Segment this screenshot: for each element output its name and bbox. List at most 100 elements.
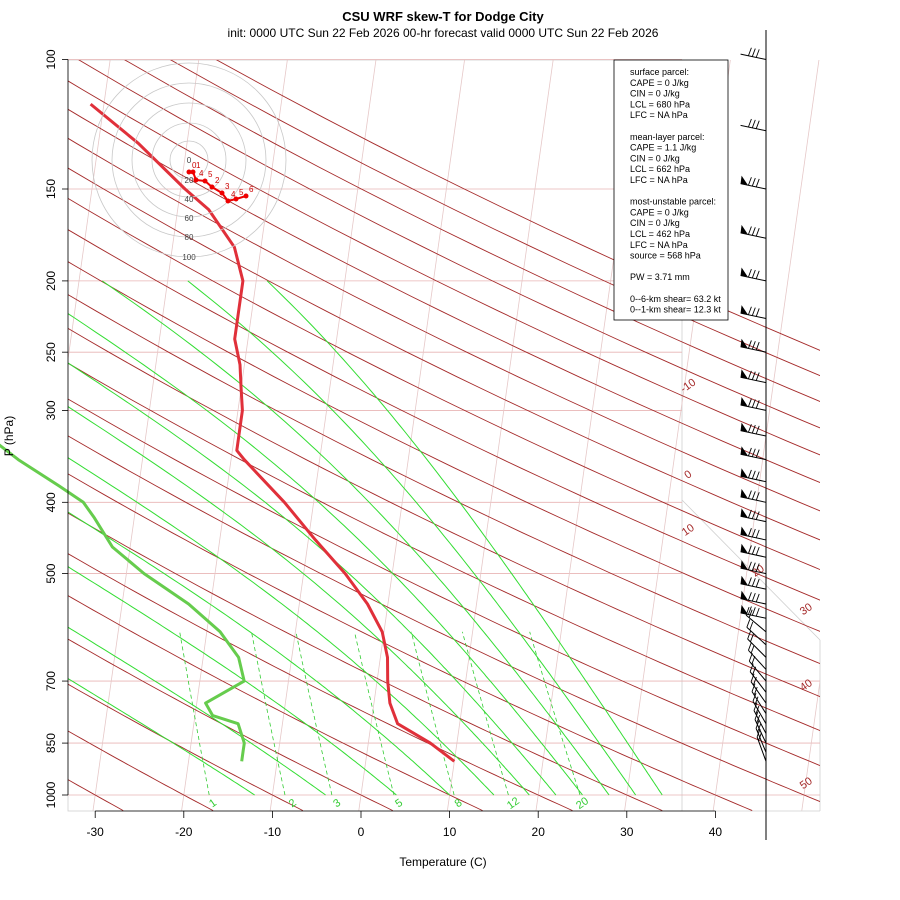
- dry-adiabat: [68, 294, 820, 665]
- barb-pennant: [740, 468, 748, 478]
- barb-feather: [755, 228, 760, 237]
- dry-adiabat: [68, 473, 753, 811]
- barb-feather: [747, 118, 752, 128]
- barb-shaft: [756, 736, 767, 762]
- dry-adiabat: [68, 108, 820, 484]
- barb-shaft: [751, 691, 767, 714]
- moist-adiabat: [68, 406, 530, 796]
- moist-adiabat: [68, 362, 557, 796]
- barb-feather: [751, 607, 756, 616]
- barb-feather: [747, 469, 752, 479]
- hodograph-point: [233, 196, 239, 202]
- isotherms: [68, 60, 820, 811]
- mixing-ratio-label: 5: [393, 797, 405, 810]
- hodograph-ring: [91, 62, 287, 258]
- legend-line: LFC = NA hPa: [630, 240, 688, 250]
- barb-feather: [746, 619, 751, 628]
- isotherm-label: 30: [798, 601, 815, 618]
- legend-line: CAPE = 0 J/kg: [630, 207, 689, 217]
- hodograph-point-label: 1: [196, 161, 201, 170]
- legend-line: LFC = NA hPa: [630, 175, 688, 185]
- dry-adiabat-group: [68, 60, 820, 811]
- barb-feather: [755, 49, 760, 58]
- legend-box: [613, 59, 729, 321]
- barb-feather: [751, 307, 756, 316]
- barb-feather: [748, 609, 753, 618]
- dry-adiabat: [68, 167, 820, 541]
- hodograph-point-label: 3: [225, 182, 230, 191]
- isotherm-label: 10: [680, 522, 697, 539]
- sounding-profiles: [0, 102, 456, 763]
- dry-adiabat: [169, 60, 820, 377]
- barb-feather: [751, 448, 756, 457]
- dry-adiabat: [68, 638, 393, 811]
- x-tick-label: 0: [358, 825, 365, 839]
- moist-adiabat: [68, 511, 450, 796]
- barb-shaft: [746, 626, 767, 646]
- barb-feather: [756, 728, 761, 738]
- isotherm-label: -10: [678, 376, 698, 395]
- isotherm-line: [68, 60, 111, 363]
- mixing-ratio-label: 3: [331, 797, 343, 810]
- barb-shaft: [740, 583, 767, 590]
- barb-shaft: [740, 475, 767, 483]
- dry-adiabat: [68, 197, 820, 571]
- barb-shaft: [740, 53, 767, 60]
- hodograph-point-label: 2: [215, 176, 220, 185]
- dry-adiabat: [68, 137, 820, 512]
- moist-adiabat: [68, 626, 326, 796]
- y-tick-label: 700: [44, 671, 58, 691]
- barb-pennant: [740, 590, 748, 600]
- chart-title: CSU WRF skew-T for Dodge City: [342, 9, 544, 24]
- barb-feather: [747, 424, 752, 433]
- barb-feather: [755, 270, 760, 279]
- isotherm-line: [92, 60, 200, 811]
- wind-barb: [746, 619, 767, 646]
- barb-feather: [751, 470, 756, 479]
- wind-barb: [740, 446, 767, 461]
- isotherm-line: [801, 678, 820, 811]
- barb-feather: [751, 546, 756, 555]
- barb-feather: [748, 652, 753, 662]
- wind-barb: [749, 663, 767, 693]
- barb-feather: [751, 592, 756, 602]
- barb-feather: [755, 400, 760, 409]
- dry-adiabat: [78, 60, 820, 429]
- hodograph-point: [190, 169, 196, 175]
- barb-shaft: [740, 598, 767, 605]
- legend-line: 0--6-km shear= 63.2 kt: [630, 294, 721, 304]
- legend-line: LCL = 662 hPa: [630, 164, 690, 174]
- dry-adiabats: [68, 60, 820, 811]
- y-axis-label: P (hPa): [2, 416, 16, 456]
- barb-feather: [747, 268, 752, 278]
- legend-line: CIN = 0 J/kg: [630, 218, 680, 228]
- legend-line: CAPE = 0 J/kg: [630, 78, 689, 88]
- barb-feather: [747, 528, 752, 537]
- hodograph-ring-label: 100: [182, 253, 196, 262]
- mixing-ratio-label: 20: [574, 795, 591, 812]
- isotherm-line: [447, 60, 554, 811]
- wind-barb: [740, 526, 767, 541]
- moist-adiabat: [187, 280, 637, 796]
- moist-adiabat: [68, 566, 397, 796]
- legend-line: mean-layer parcel:: [630, 132, 705, 142]
- barb-pennant: [740, 224, 748, 234]
- barb-feather: [751, 528, 756, 538]
- barb-shaft: [740, 274, 767, 282]
- dry-adiabat: [68, 683, 304, 811]
- barb-feather: [752, 693, 757, 702]
- hodograph-ring-label: 20: [185, 176, 194, 185]
- moist-adiabat: [101, 280, 610, 796]
- barb-feather: [751, 562, 756, 571]
- barb-pennant: [740, 508, 748, 518]
- hodograph-point-label: 4: [199, 169, 204, 178]
- y-tick-label: 300: [44, 400, 58, 420]
- barb-feather: [751, 371, 756, 380]
- barb-feather: [755, 471, 760, 480]
- barb-pennant: [740, 575, 748, 585]
- wind-barb: [740, 397, 767, 411]
- hodograph-point: [243, 193, 249, 199]
- legend-line: CIN = 0 J/kg: [630, 153, 680, 163]
- y-tick-label: 1000: [44, 781, 58, 808]
